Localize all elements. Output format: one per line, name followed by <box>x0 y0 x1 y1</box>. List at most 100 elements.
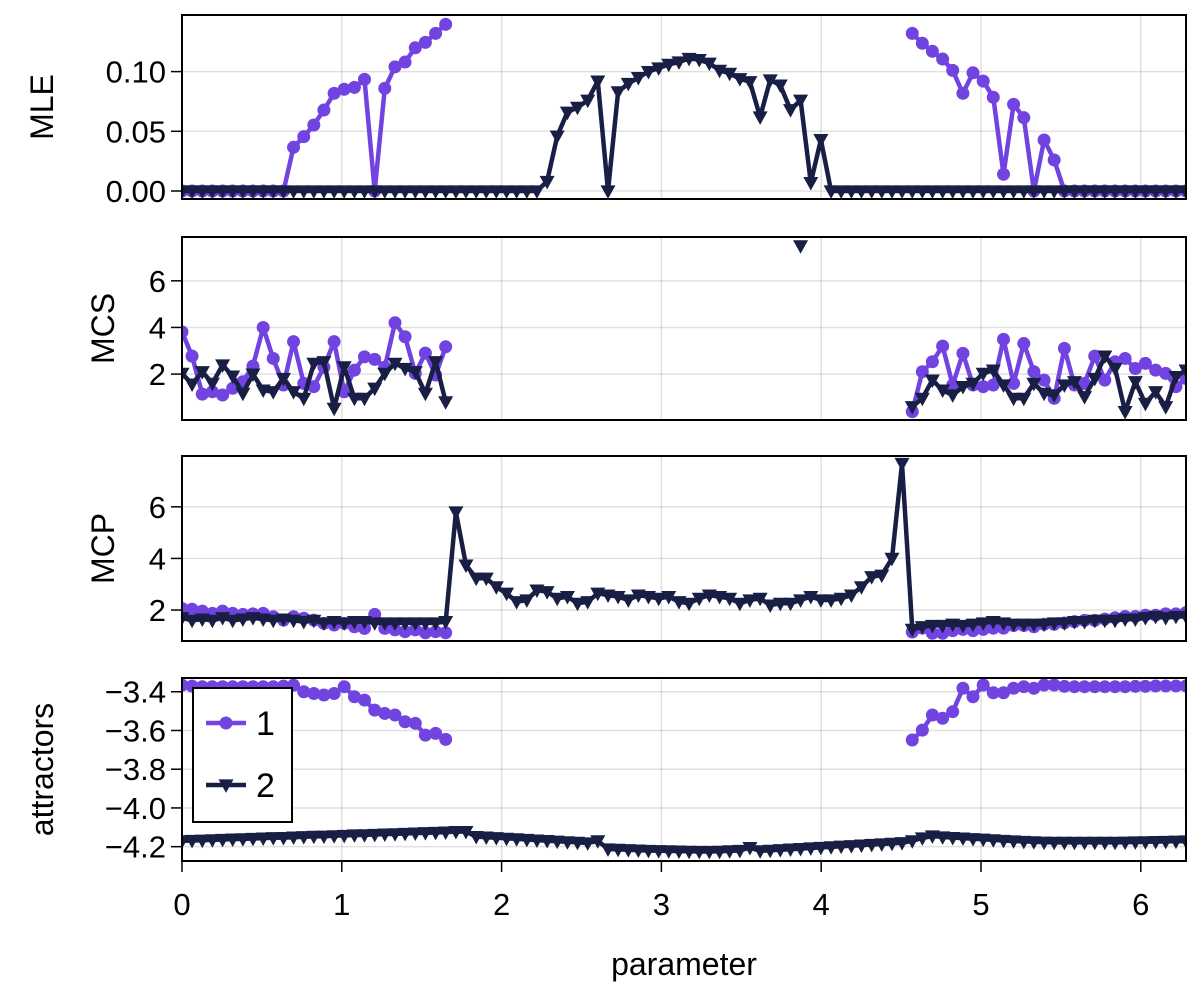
series-2-point <box>387 617 403 631</box>
series-2-point <box>965 833 981 847</box>
series-2-point <box>1158 612 1174 626</box>
series-2-point <box>296 831 312 845</box>
series-1-point <box>439 732 453 746</box>
y-tick-label: 0.00 <box>106 174 166 209</box>
series-2-point <box>914 621 930 635</box>
series-2-point <box>316 356 332 370</box>
series-2-point <box>539 835 555 849</box>
series-2-point <box>904 185 920 199</box>
series-1-point <box>1007 97 1021 111</box>
series-2-point <box>1046 389 1062 403</box>
series-1-point <box>1088 349 1102 363</box>
series-2-point <box>417 827 433 841</box>
series-2-point <box>559 836 575 850</box>
series-1-point <box>997 167 1011 181</box>
series-1-point <box>216 388 230 402</box>
series-2-point <box>215 833 231 848</box>
series-2-point <box>407 185 423 199</box>
series-2-point <box>1168 185 1184 199</box>
series-1-point <box>976 380 990 394</box>
series-2-point <box>904 623 920 638</box>
series-2-point <box>600 843 616 857</box>
series-1-point <box>1037 678 1051 692</box>
series-1-point <box>337 82 351 96</box>
series-2-point <box>204 377 220 392</box>
series-2-point <box>1016 618 1032 633</box>
y-tick-label: −4.0 <box>105 791 166 826</box>
series-2-point <box>793 842 809 857</box>
series-2-point <box>265 185 281 199</box>
series-2-point <box>985 364 1001 378</box>
series-1-point <box>1037 133 1051 147</box>
series-2-point <box>1097 614 1113 629</box>
series-2-point <box>640 844 656 859</box>
series-2-point <box>448 506 464 520</box>
series-1-point <box>307 380 321 394</box>
axes-frame <box>181 677 1187 862</box>
series-2-point <box>1168 371 1184 385</box>
series-2-point <box>235 833 251 847</box>
series-2-point <box>874 185 890 199</box>
series-2-point <box>914 832 930 846</box>
series-1-point <box>182 325 189 339</box>
series-1-point <box>388 316 402 330</box>
series-2-point <box>245 612 261 626</box>
series-2-point <box>519 833 535 848</box>
series-1-point <box>307 118 321 132</box>
series-2-point <box>1178 835 1186 849</box>
series-2-point <box>722 845 738 859</box>
series-2-point <box>569 597 585 612</box>
y-tick-label: −3.6 <box>105 713 166 748</box>
series-2-point <box>1066 185 1082 199</box>
series-2-point <box>1127 836 1143 850</box>
series-2-point <box>975 185 991 199</box>
series-1-point <box>195 387 209 401</box>
series-2-point <box>651 845 667 859</box>
series-2-point <box>468 185 484 199</box>
series-2-point <box>387 357 403 372</box>
panel-mcs: 2 4 6 MCS <box>85 236 1187 421</box>
series-2-point <box>326 402 342 417</box>
series-2-point <box>580 94 596 109</box>
series-2-point <box>955 185 971 199</box>
series-2-point <box>935 831 951 845</box>
series-2-point <box>245 185 261 199</box>
series-2-point <box>965 377 981 392</box>
series-1-point <box>398 715 412 729</box>
series-2-point <box>346 392 362 407</box>
series-2-point <box>235 613 251 627</box>
legend-label: 1 <box>256 705 275 743</box>
series-2-point <box>377 367 393 382</box>
series-2-point <box>661 590 677 605</box>
series-1-point <box>297 130 311 144</box>
series-2-point <box>610 843 626 858</box>
series-2-point <box>428 617 444 631</box>
series-2-point <box>1046 836 1062 851</box>
series-2-point <box>924 374 940 389</box>
series-2-point <box>833 185 849 199</box>
series-1-point <box>408 41 422 55</box>
y-axis-label: MCS <box>85 293 121 364</box>
series-2-point <box>509 185 525 199</box>
series-1-point <box>1149 679 1163 693</box>
plot-area <box>182 678 1186 860</box>
series-2-point <box>488 581 504 595</box>
series-2-point <box>1137 397 1153 412</box>
series-2-point <box>1066 376 1082 390</box>
series-2-point <box>793 594 809 608</box>
series-2-point <box>225 370 241 385</box>
series-1-point <box>925 355 939 369</box>
series-1-point <box>357 350 371 364</box>
series-2-point <box>945 618 961 633</box>
series-1-point <box>1088 680 1102 694</box>
series-2-point <box>1117 405 1133 420</box>
series-2-point <box>356 829 372 843</box>
series-2-point <box>772 597 788 612</box>
series-2-point <box>245 368 261 382</box>
axes-frame <box>181 14 1187 200</box>
series-1-point <box>946 705 960 719</box>
series-2-point <box>813 841 829 856</box>
series-2-point <box>620 594 636 608</box>
series-2-point <box>996 185 1012 199</box>
series-2-point <box>884 552 900 567</box>
